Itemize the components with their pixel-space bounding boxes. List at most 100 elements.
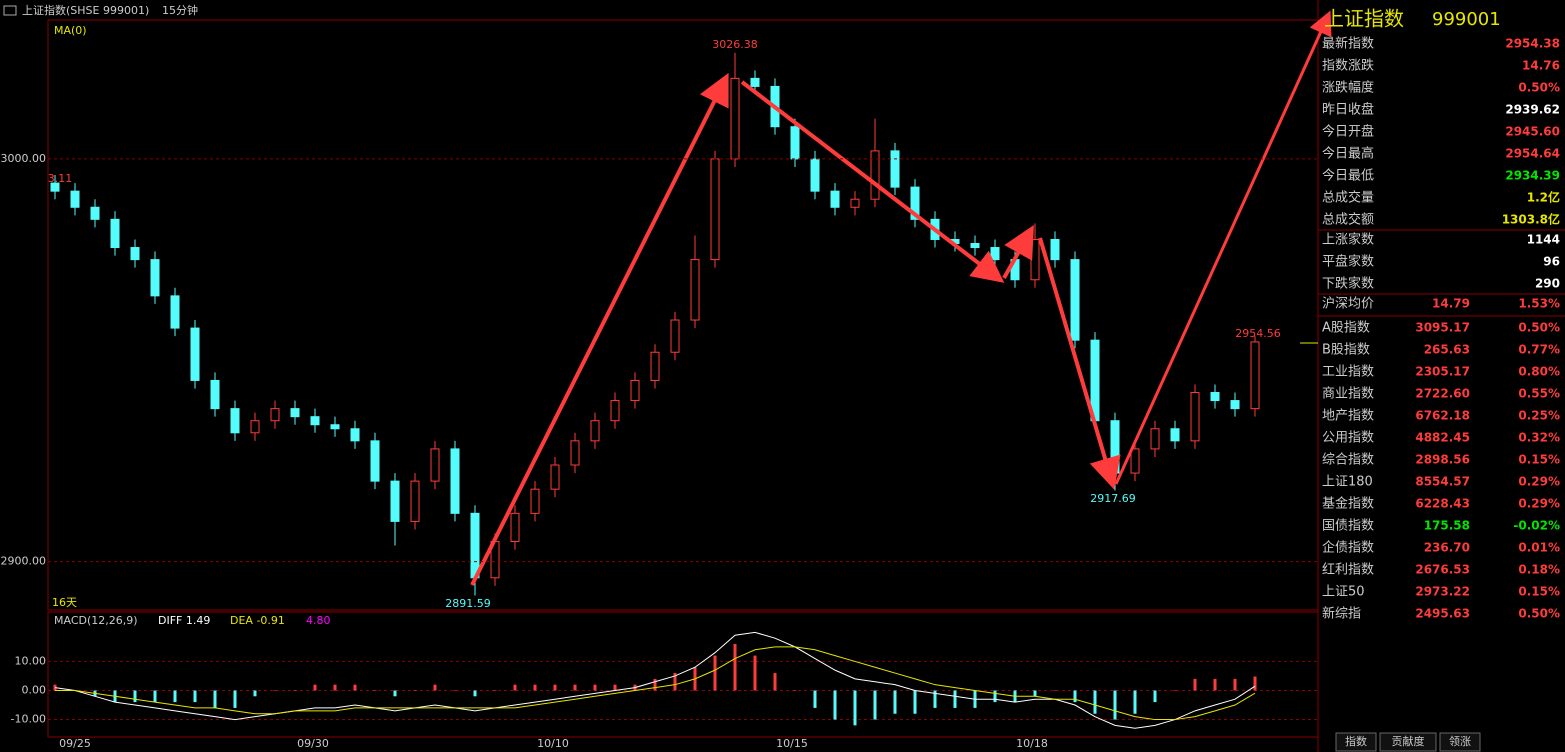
macd-bar	[1173, 690, 1177, 691]
stat-value: 14.76	[1522, 59, 1560, 73]
macd-bar	[933, 690, 937, 708]
macd-bar	[133, 690, 137, 703]
stat-label: 今日最低	[1322, 168, 1374, 184]
stat-label: 最新指数	[1322, 36, 1374, 52]
period[interactable]: 15分钟	[162, 3, 198, 17]
tab[interactable]	[1439, 732, 1481, 752]
candle-body	[690, 259, 700, 321]
candle-body	[810, 158, 820, 192]
index-pct: 0.32%	[1518, 431, 1560, 445]
candle-body	[70, 190, 80, 208]
macd-bar	[853, 690, 857, 726]
stat-value: 2934.39	[1505, 169, 1560, 183]
macd-bar	[153, 690, 157, 703]
index-value: 3095.17	[1415, 321, 1470, 335]
macd-bar	[233, 690, 237, 708]
candle-body	[370, 440, 380, 482]
candle-body	[1230, 400, 1240, 410]
index-name: 基金指数	[1322, 496, 1374, 512]
index-pct: 0.80%	[1518, 365, 1560, 379]
tab[interactable]	[1379, 732, 1437, 752]
macd-bar	[1133, 690, 1137, 714]
y-tick-label: 10.00	[15, 654, 47, 667]
macd-bar	[333, 684, 337, 691]
candle-body	[130, 247, 140, 261]
candle-body	[270, 408, 280, 422]
macd-bar	[253, 690, 257, 697]
index-name: 红利指数	[1322, 562, 1374, 578]
panel-name: 上证指数	[1324, 7, 1404, 31]
index-name: 上证50	[1322, 585, 1365, 600]
arrow	[470, 72, 729, 586]
dea-label: DEA -0.91	[230, 614, 285, 627]
candle-body	[830, 190, 840, 208]
candle-body	[210, 379, 220, 410]
macd-bar	[193, 690, 197, 703]
y-tick-label: 2900.00	[1, 555, 47, 568]
breadth-label: 下跌家数	[1322, 276, 1374, 292]
macd-bar	[533, 684, 537, 691]
macd-bar	[313, 684, 317, 691]
index-pct: 0.55%	[1518, 387, 1560, 401]
index-value: 6228.43	[1415, 497, 1470, 511]
index-pct: 0.01%	[1518, 541, 1560, 555]
title: 上证指数(SHSE 999001)	[22, 3, 149, 17]
y-tick-label: 3000.00	[1, 152, 47, 165]
arrow	[1114, 10, 1332, 485]
candle-body	[610, 400, 620, 422]
macd-bar	[1053, 690, 1057, 691]
candle-body	[410, 480, 420, 522]
macd-bar	[293, 690, 297, 691]
macd-bar	[1113, 690, 1117, 720]
arrow	[1038, 237, 1121, 490]
price-annotation: 3.11	[48, 172, 73, 185]
candle-body	[350, 428, 360, 442]
index-pct: 0.18%	[1518, 563, 1560, 577]
price-annotation: 2891.59	[445, 597, 491, 610]
stat-label: 今日最高	[1322, 146, 1374, 162]
macd-bar	[273, 690, 277, 691]
candle-body	[390, 480, 400, 522]
candle-body	[970, 243, 980, 249]
stat-label: 昨日收盘	[1322, 102, 1374, 118]
stat-label: 总成交量	[1322, 190, 1374, 206]
candle-body	[1030, 238, 1040, 281]
candle-body	[50, 182, 60, 192]
stat-value: 2954.64	[1505, 147, 1560, 161]
candle-body	[750, 77, 760, 87]
candle-body	[450, 448, 460, 514]
candle-body	[510, 512, 520, 543]
avg-pct: 1.53%	[1518, 297, 1560, 311]
index-name: 地产指数	[1322, 409, 1374, 424]
candle-body	[890, 150, 900, 188]
tab-label[interactable]: 领涨	[1449, 735, 1471, 748]
candle-body	[170, 295, 180, 329]
price-frame	[47, 19, 1319, 611]
arrow	[1002, 225, 1034, 279]
candle-body	[670, 319, 680, 353]
macd-bar	[493, 690, 497, 691]
tab-label[interactable]: 贡献度	[1392, 734, 1425, 748]
menu-icon[interactable]	[3, 5, 17, 16]
macd-bar	[673, 673, 677, 691]
macd-bar	[833, 690, 837, 720]
candle-body	[570, 440, 580, 466]
macd-bar	[553, 684, 557, 691]
tab-label[interactable]: 指数	[1345, 734, 1367, 748]
avg-label: 沪深均价	[1322, 296, 1374, 312]
candle-body	[1250, 341, 1260, 410]
index-name: 工业指数	[1322, 365, 1374, 380]
index-pct: 0.25%	[1518, 409, 1560, 423]
index-name: 企债指数	[1322, 540, 1374, 556]
index-pct: 0.15%	[1518, 585, 1560, 599]
index-value: 4882.45	[1415, 431, 1470, 445]
macd-bar	[173, 690, 177, 703]
diff-label: DIFF 1.49	[158, 614, 210, 627]
breadth-value: 290	[1535, 277, 1560, 291]
index-pct: 0.77%	[1518, 343, 1560, 357]
tab[interactable]	[1335, 732, 1377, 752]
stat-label: 涨跌幅度	[1322, 80, 1374, 96]
stat-value: 2939.62	[1505, 103, 1560, 117]
candle-body	[110, 218, 120, 249]
